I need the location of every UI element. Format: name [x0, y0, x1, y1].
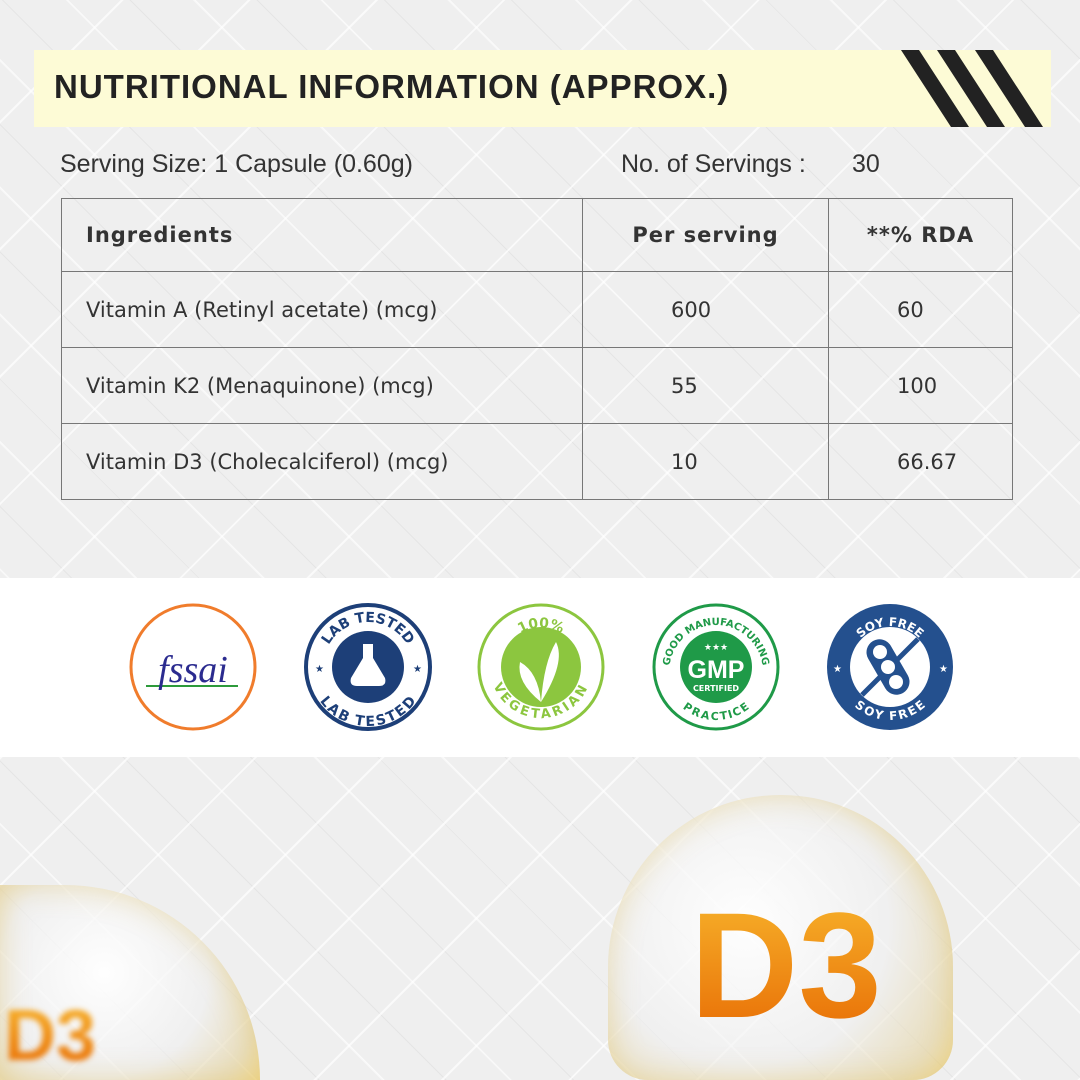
flask-icon	[350, 644, 386, 686]
servings-count: 30	[852, 150, 880, 178]
sphere-left-label: D3	[4, 996, 97, 1076]
page-title: NUTRITIONAL INFORMATION (APPROX.)	[54, 68, 730, 105]
serving-size: Serving Size: 1 Capsule (0.60g)	[60, 150, 413, 178]
ingredient-name: Vitamin A (Retinyl acetate) (mcg)	[61, 271, 583, 348]
svg-text:★: ★	[413, 664, 422, 675]
table-row: Vitamin D3 (Cholecalciferol) (mcg) 10 66…	[61, 423, 1013, 500]
header-ingredients: Ingredients	[61, 198, 583, 272]
nutrition-table: Ingredients Per serving **% RDA Vitamin …	[61, 198, 1013, 500]
per-serving-value: 10	[582, 423, 829, 500]
vegetarian-badge: 100% VEGETARIAN	[477, 603, 605, 731]
gmp-main-text: GMP	[688, 656, 745, 684]
table-row: Vitamin A (Retinyl acetate) (mcg) 600 60	[61, 271, 1013, 348]
table-header-row: Ingredients Per serving **% RDA	[61, 198, 1013, 272]
soy-free-badge: SOY FREE SOY FREE ★ ★	[827, 604, 953, 730]
svg-text:★: ★	[833, 664, 842, 675]
table-row: Vitamin K2 (Menaquinone) (mcg) 55 100	[61, 347, 1013, 424]
rda-value: 60	[828, 271, 1013, 348]
soybean-crossed-icon	[860, 637, 920, 697]
header-per-serving: Per serving	[582, 198, 829, 272]
svg-text:★: ★	[939, 664, 948, 675]
fssai-logo-text: fssai	[158, 649, 228, 691]
rda-value: 66.67	[828, 423, 1013, 500]
lab-tested-badge: LAB TESTED LAB TESTED ★ ★	[304, 603, 432, 731]
leaf-icon	[519, 642, 559, 702]
vitamin-sphere-d3	[608, 795, 953, 1080]
svg-text:★★★: ★★★	[704, 643, 728, 653]
svg-text:★: ★	[315, 664, 324, 675]
per-serving-value: 55	[582, 347, 829, 424]
rda-value: 100	[828, 347, 1013, 424]
per-serving-value: 600	[582, 271, 829, 348]
fssai-badge: fssai	[129, 603, 257, 731]
sphere-d3-label: D3	[690, 881, 882, 1049]
ingredient-name: Vitamin K2 (Menaquinone) (mcg)	[61, 347, 583, 424]
stripes-decoration	[901, 50, 1043, 127]
ingredient-name: Vitamin D3 (Cholecalciferol) (mcg)	[61, 423, 583, 500]
title-banner: NUTRITIONAL INFORMATION (APPROX.)	[34, 50, 1051, 127]
header-rda: **% RDA	[828, 198, 1013, 272]
gmp-badge: GOOD MANUFACTURING PRACTICE ★★★ GMP CERT…	[652, 603, 780, 731]
svg-text:100%: 100%	[515, 615, 566, 637]
servings-count-label: No. of Servings :	[621, 150, 806, 178]
gmp-sub-text: CERTIFIED	[693, 684, 739, 693]
veg-top-text: 100%	[515, 615, 566, 637]
